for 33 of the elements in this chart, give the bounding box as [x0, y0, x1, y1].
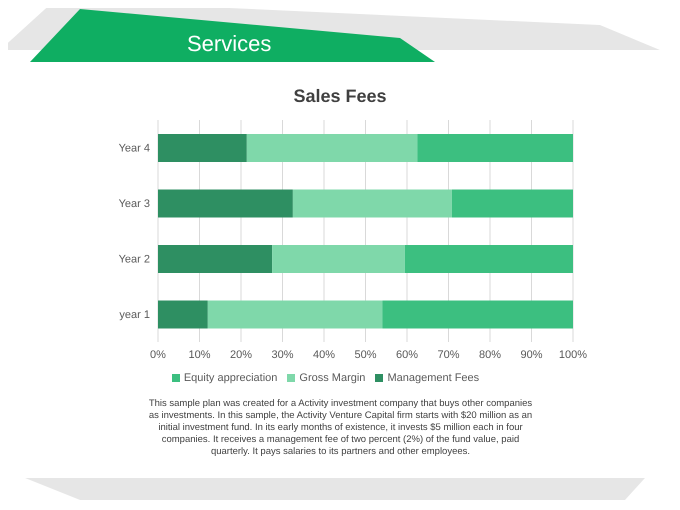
x-tick-label: 60%	[396, 348, 418, 361]
legend-label: Gross Margin	[299, 372, 366, 384]
y-tick-label: Year 2	[118, 254, 150, 266]
x-tick-label: 70%	[437, 348, 460, 361]
y-tick-label: Year 4	[118, 142, 150, 155]
bar	[382, 300, 573, 328]
bar	[158, 300, 208, 328]
text: This sample plan was created for a Activity investment company that buys other companies as investments. In this sample, the Activity Venture Capital firm starts with $20 million as an initial investment fund. In its early months of existence, it invests $5 million each in four companies. It receives a management fee of two percent (2%) of the fund value, paid quarterly. It pays salaries to its partners and other employees.	[148, 398, 534, 458]
bar	[417, 134, 573, 162]
bar	[158, 134, 247, 162]
bar	[158, 190, 293, 218]
x-tick-label: 30%	[271, 348, 294, 361]
x-tick-label: 0%	[150, 348, 166, 361]
bar	[404, 245, 573, 273]
y-tick-label: Year 3	[118, 198, 150, 210]
y-tick-label: year 1	[119, 309, 150, 322]
x-tick-label: 100%	[558, 348, 588, 361]
x-tick-label: 90%	[520, 348, 543, 361]
chart-title: Sales Fees	[292, 86, 388, 107]
bar	[272, 245, 405, 273]
x-tick-label: 40%	[312, 348, 336, 361]
x-tick-label: 50%	[354, 348, 377, 361]
text: Services	[187, 31, 272, 56]
bar	[158, 245, 272, 273]
bar	[208, 300, 383, 328]
bar	[246, 134, 418, 162]
x-tick-label: 20%	[230, 348, 252, 361]
x-tick-label: 10%	[188, 348, 211, 361]
bar	[452, 190, 573, 218]
x-tick-label: 80%	[478, 348, 502, 361]
bar	[292, 190, 452, 218]
legend-label: Management Fees	[387, 372, 480, 384]
legend-label: Equity appreciation	[184, 372, 278, 384]
